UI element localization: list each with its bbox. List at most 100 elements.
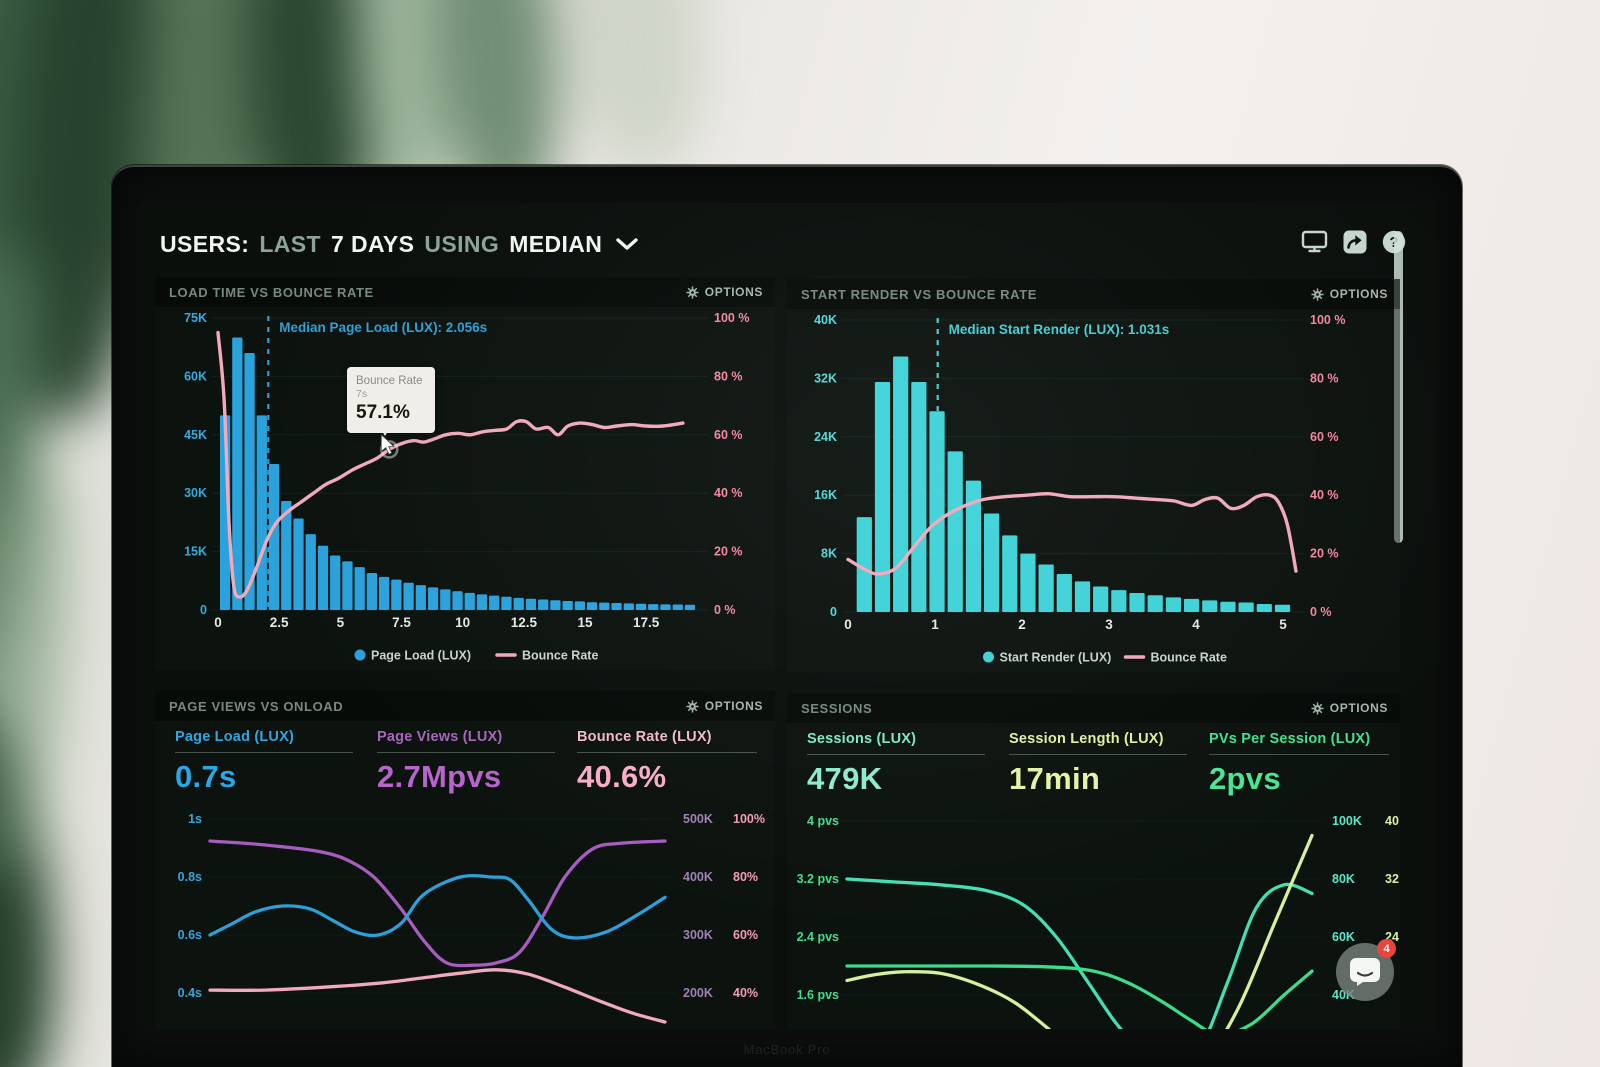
- svg-text:100K: 100K: [1332, 814, 1362, 828]
- gear-icon: [686, 699, 699, 713]
- series-session-length: [845, 833, 1314, 1029]
- svg-text:Bounce Rate: Bounce Rate: [522, 649, 598, 663]
- vertical-scrollbar-thumb[interactable]: [1394, 231, 1403, 543]
- svg-text:3.2 pvs: 3.2 pvs: [797, 872, 839, 886]
- gear-icon: [1311, 701, 1324, 715]
- svg-text:2.5: 2.5: [270, 615, 289, 630]
- svg-text:60 %: 60 %: [714, 428, 743, 442]
- svg-text:40 %: 40 %: [1310, 488, 1339, 502]
- svg-text:Median Start Render (LUX): 1.0: Median Start Render (LUX): 1.031s: [949, 322, 1170, 337]
- options-button[interactable]: OPTIONS: [1311, 287, 1388, 301]
- load-time-chart[interactable]: 75K 100 % 60K 80 % 45K 60 % 30K 40 % 15K 20 % 0 0 %…: [155, 307, 775, 670]
- svg-text:0 %: 0 %: [1310, 605, 1332, 619]
- svg-text:10: 10: [455, 615, 470, 630]
- series-sessions: [845, 877, 1314, 1029]
- series-page-load: [208, 873, 667, 940]
- svg-text:12.5: 12.5: [511, 615, 538, 630]
- chart-tooltip: Bounce Rate 7s 57.1%: [347, 367, 435, 436]
- laptop-brand-label: MacBook Pro: [743, 1042, 831, 1057]
- svg-text:0: 0: [844, 617, 852, 632]
- start-render-chart[interactable]: 40K 100 % 32K 80 % 24K 60 % 16K 40 % 8K 20 % 0 0 % 0…: [787, 309, 1400, 672]
- svg-text:15K: 15K: [184, 545, 207, 559]
- bars: [219, 337, 696, 610]
- svg-text:40K: 40K: [814, 313, 837, 327]
- metric-pvs-per-session: PVs Per Session (LUX) 2pvs: [1209, 731, 1389, 797]
- svg-text:1: 1: [931, 617, 939, 632]
- metric-row: Page Load (LUX) 0.7s Page Views (LUX) 2.…: [155, 721, 775, 803]
- svg-text:0: 0: [200, 603, 207, 617]
- panel-title: START RENDER VS BOUNCE RATE: [801, 286, 1038, 302]
- mouse-cursor: [380, 433, 395, 455]
- svg-text:24K: 24K: [814, 430, 837, 444]
- svg-text:0: 0: [214, 615, 222, 630]
- title-median: MEDIAN: [509, 230, 603, 257]
- tooltip-series: Bounce Rate: [356, 375, 423, 387]
- panel-sessions: SESSIONS OPTIONS Sessions (LUX) 479K Ses…: [787, 693, 1400, 1029]
- svg-text:30K: 30K: [184, 486, 207, 500]
- svg-text:7.5: 7.5: [392, 615, 411, 630]
- svg-text:60%: 60%: [733, 928, 758, 942]
- series-pvs-per-session: [845, 964, 1314, 1029]
- svg-text:1s: 1s: [188, 812, 202, 826]
- svg-text:8K: 8K: [821, 547, 837, 561]
- svg-text:20 %: 20 %: [1310, 547, 1339, 561]
- svg-text:100%: 100%: [733, 812, 765, 826]
- tooltip-x-value: 7s: [356, 388, 368, 400]
- bars: [856, 356, 1291, 612]
- svg-text:100 %: 100 %: [1310, 313, 1345, 327]
- svg-text:400K: 400K: [683, 870, 713, 884]
- svg-text:5: 5: [337, 615, 345, 630]
- svg-text:Start Render (LUX): Start Render (LUX): [1000, 651, 1112, 665]
- svg-text:500K: 500K: [683, 812, 713, 826]
- svg-text:45K: 45K: [184, 428, 207, 442]
- svg-text:1.6 pvs: 1.6 pvs: [797, 988, 839, 1002]
- svg-text:60K: 60K: [184, 369, 207, 383]
- panel-start-render-vs-bounce-rate: START RENDER VS BOUNCE RATE OPTIONS 40K 1…: [787, 279, 1400, 672]
- panel-title: PAGE VIEWS VS ONLOAD: [169, 698, 344, 714]
- bounce-rate-line: [846, 491, 1298, 576]
- svg-text:Bounce Rate: Bounce Rate: [1151, 651, 1227, 665]
- title-7days: 7 DAYS: [330, 230, 415, 257]
- sessions-chart[interactable]: 4 pvs 100K 40 min 3.2 pvs 80K 32 min 2.4 pvs 60…: [787, 805, 1400, 1029]
- svg-text:5: 5: [1279, 617, 1287, 632]
- svg-text:60K: 60K: [1332, 930, 1355, 944]
- series-bounce-rate: [208, 968, 667, 1024]
- options-button[interactable]: OPTIONS: [686, 285, 763, 299]
- titlebar: USERS: LAST 7 DAYS USING MEDIAN ?: [160, 221, 1406, 267]
- title-last: LAST: [259, 230, 321, 257]
- metric-sessions: Sessions (LUX) 479K: [807, 731, 985, 797]
- svg-text:2: 2: [1018, 617, 1026, 632]
- chevron-down-icon: [616, 237, 639, 255]
- svg-text:300K: 300K: [683, 928, 713, 942]
- svg-text:0.8s: 0.8s: [178, 870, 202, 884]
- svg-text:17.5: 17.5: [633, 615, 660, 630]
- page-views-onload-chart[interactable]: 1s 500K 100% 0.8s 400K 80% 0.6s 300K 60% 0.4s 200K…: [155, 803, 775, 1029]
- panel-load-time-vs-bounce-rate: LOAD TIME VS BOUNCE RATE OPTIONS 75K 100 …: [155, 277, 775, 670]
- share-icon[interactable]: [1343, 230, 1367, 259]
- title-users: USERS:: [160, 230, 250, 257]
- svg-text:0: 0: [830, 605, 837, 619]
- timeframe-dropdown[interactable]: USERS: LAST 7 DAYS USING MEDIAN: [160, 230, 639, 258]
- chat-launcher-button[interactable]: 4: [1336, 939, 1396, 1001]
- svg-text:32K: 32K: [814, 371, 837, 385]
- title-using: USING: [424, 230, 500, 257]
- median-annotation: Median Start Render (LUX): 1.031s: [936, 318, 1170, 612]
- display-icon[interactable]: [1301, 229, 1328, 259]
- svg-text:200K: 200K: [683, 986, 713, 1000]
- svg-text:80 %: 80 %: [714, 369, 743, 383]
- svg-text:0.4s: 0.4s: [178, 986, 202, 1000]
- svg-text:60 %: 60 %: [1310, 430, 1339, 444]
- median-annotation: Median Page Load (LUX): 2.056s: [267, 316, 487, 610]
- laptop: USERS: LAST 7 DAYS USING MEDIAN ?: [112, 165, 1462, 1067]
- svg-text:0.6s: 0.6s: [178, 928, 202, 942]
- tooltip-value: 57.1%: [356, 402, 410, 423]
- svg-text:40%: 40%: [733, 986, 758, 1000]
- svg-text:40 min: 40 min: [1385, 814, 1400, 828]
- options-button[interactable]: OPTIONS: [686, 699, 763, 713]
- svg-text:4: 4: [1192, 617, 1200, 632]
- options-button[interactable]: OPTIONS: [1311, 701, 1388, 715]
- metric-session-length: Session Length (LUX) 17min: [1009, 731, 1187, 797]
- svg-text:20 %: 20 %: [714, 545, 743, 559]
- svg-text:Page Load (LUX): Page Load (LUX): [371, 649, 471, 663]
- metric-bounce-rate: Bounce Rate (LUX) 40.6%: [577, 729, 757, 795]
